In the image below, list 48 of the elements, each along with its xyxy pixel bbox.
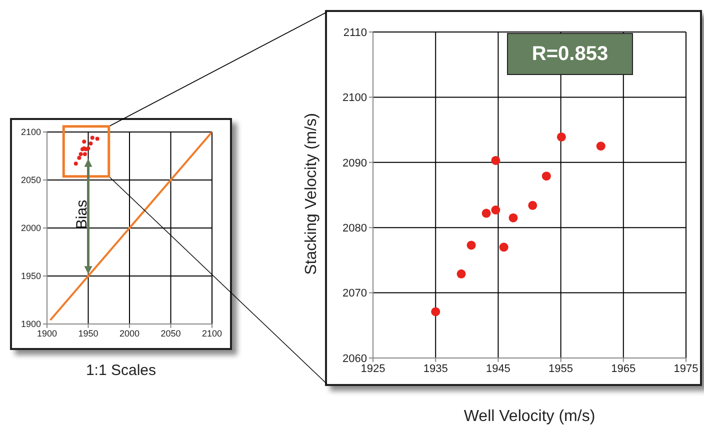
x-tick-label: 1965	[611, 362, 636, 375]
y-tick-label: 2110	[343, 26, 367, 39]
point	[456, 269, 466, 278]
point	[82, 140, 86, 144]
y-tick-label: 2100	[342, 92, 367, 104]
x-axis-title: Well Velocity (m/s)	[462, 408, 596, 426]
y-tick-label: 2070	[342, 288, 367, 300]
text: 1:1 Scales	[84, 362, 158, 379]
point	[431, 307, 440, 316]
point	[491, 205, 500, 214]
y-tick-label: 2100	[20, 127, 41, 138]
x-tick-label: 2000	[119, 328, 140, 338]
point	[74, 162, 78, 166]
point	[77, 156, 82, 160]
y-tick-label: 2000	[20, 223, 41, 234]
x-tick-label: 1945	[486, 362, 510, 375]
point	[596, 142, 606, 151]
point	[508, 213, 518, 222]
x-tick-label: 1955	[548, 362, 574, 375]
x-tick-label: 1900	[36, 328, 58, 338]
point	[482, 208, 491, 218]
point	[491, 156, 500, 165]
x-tick-label: 2100	[202, 328, 222, 338]
y-tick-label: 2060	[342, 352, 367, 365]
point	[86, 146, 90, 150]
point	[78, 152, 83, 156]
y-tick-label: 2080	[342, 222, 367, 235]
point	[542, 172, 551, 181]
point	[528, 200, 538, 210]
point	[82, 152, 87, 156]
point	[499, 242, 508, 252]
x-tick-label: 1925	[360, 362, 386, 375]
annotation: R=0.853	[507, 33, 633, 75]
point	[556, 132, 566, 142]
y-axis-title: Stacking Velocity (m/s)	[303, 112, 321, 277]
y-tick-label: 2050	[20, 175, 41, 186]
point	[466, 240, 476, 250]
x-tick-label: 1935	[423, 362, 448, 375]
x-tick-label: 2050	[160, 328, 181, 338]
x-tick-label: 1950	[78, 328, 98, 338]
annotation: Bias	[74, 199, 91, 232]
point	[90, 136, 94, 140]
x-tick-label: 1975	[674, 362, 698, 375]
y-tick-label: 1950	[20, 271, 41, 282]
y-tick-label: 1900	[20, 319, 41, 330]
point	[88, 142, 93, 146]
y-tick-label: 2090	[342, 157, 367, 170]
point	[95, 136, 100, 141]
